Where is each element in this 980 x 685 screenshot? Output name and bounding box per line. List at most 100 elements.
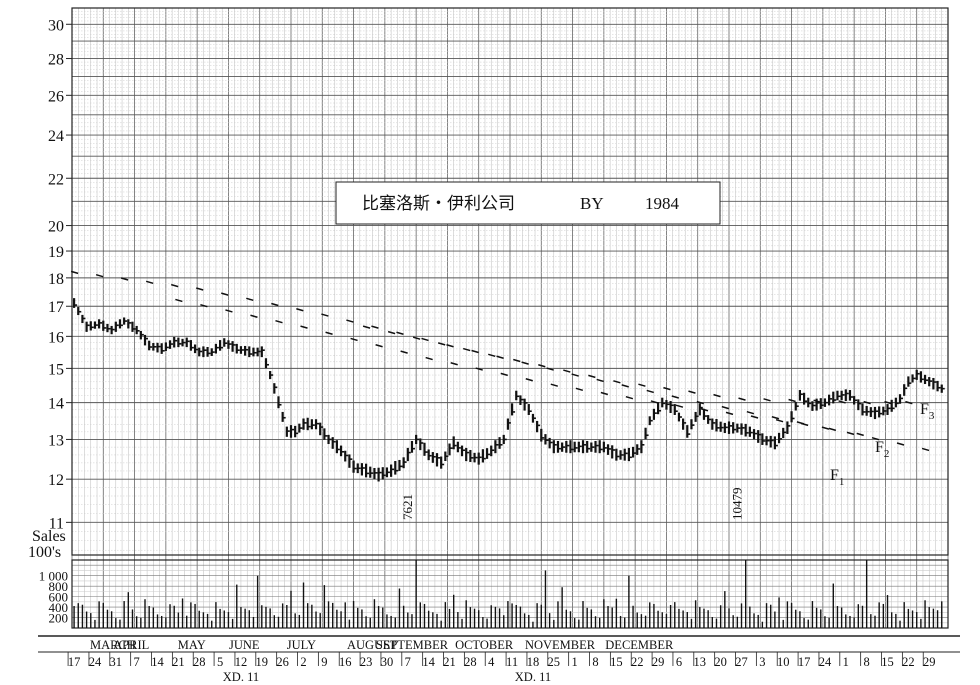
- month-label: AUGUST: [347, 638, 398, 652]
- reference-dash: [775, 418, 784, 423]
- reference-dash: [750, 415, 759, 419]
- price-bar: [214, 343, 219, 354]
- price-bar: [498, 437, 503, 449]
- reference-dash: [596, 378, 604, 383]
- price-bar: [431, 452, 436, 463]
- price-bar: [173, 336, 178, 348]
- reference-line-label: F2: [875, 439, 889, 460]
- price-bar: [531, 413, 536, 423]
- price-bar: [761, 433, 766, 445]
- price-bar: [218, 340, 224, 351]
- week-label: 15: [610, 655, 623, 669]
- reference-line-label: F3: [920, 401, 935, 422]
- reference-dash: [550, 383, 559, 387]
- price-bar: [143, 334, 148, 346]
- reference-dash: [412, 336, 421, 340]
- reference-dash: [746, 410, 755, 415]
- price-bar: [757, 430, 762, 443]
- price-bar: [707, 415, 712, 424]
- price-bar: [615, 448, 620, 461]
- reference-dash: [350, 337, 358, 342]
- price-bar: [502, 434, 507, 445]
- price-bar: [127, 319, 132, 329]
- reference-dash: [800, 422, 809, 427]
- reference-dash: [371, 325, 379, 329]
- week-label: 14: [151, 655, 164, 669]
- reference-dash: [475, 367, 483, 371]
- price-bar: [164, 342, 169, 351]
- week-label: 1: [572, 655, 578, 669]
- reference-dash: [375, 344, 383, 348]
- price-bar: [932, 377, 937, 390]
- week-label: 19: [256, 655, 269, 669]
- reference-dash: [871, 436, 880, 441]
- price-bar: [485, 448, 491, 459]
- price-bar: [844, 389, 849, 402]
- reference-dash: [246, 297, 254, 302]
- price-bar: [536, 420, 541, 433]
- price-bar: [823, 398, 828, 407]
- reference-dash: [346, 319, 354, 323]
- dividend-mark: XD. 11: [223, 670, 259, 684]
- reference-dash: [721, 405, 730, 410]
- price-bar: [694, 411, 699, 422]
- reference-dash: [863, 400, 871, 405]
- price-bar: [765, 436, 770, 446]
- price-tick-label: 14: [48, 396, 64, 413]
- reference-dash: [621, 384, 629, 388]
- price-bar: [394, 461, 399, 475]
- week-label: 26: [276, 655, 289, 669]
- price-bar: [319, 422, 324, 436]
- reference-dash: [450, 362, 458, 366]
- price-bar: [886, 404, 891, 415]
- reference-dash: [575, 387, 584, 392]
- price-bar: [152, 343, 157, 351]
- month-label: NOVEMBER: [525, 638, 596, 652]
- week-label: 18: [527, 655, 540, 669]
- price-bar: [673, 404, 678, 415]
- price-bar: [210, 348, 215, 356]
- reference-dash: [713, 393, 721, 398]
- week-label: 22: [902, 655, 915, 669]
- price-bar: [123, 317, 128, 325]
- price-bar: [198, 347, 203, 357]
- price-bar: [702, 408, 707, 420]
- reference-dash: [396, 331, 404, 335]
- price-bar: [114, 321, 119, 332]
- price-bar: [573, 441, 578, 453]
- price-bar: [452, 436, 457, 450]
- reference-dash: [563, 369, 571, 373]
- volume-tick-label: 400: [49, 600, 69, 615]
- price-bar: [465, 447, 470, 462]
- price-bar: [903, 384, 908, 396]
- price-bar: [281, 411, 286, 422]
- price-bar: [185, 337, 190, 348]
- week-label: 1: [843, 655, 849, 669]
- week-label: 31: [110, 655, 123, 669]
- price-bar: [294, 425, 299, 438]
- price-bar: [682, 418, 687, 430]
- price-bar: [802, 392, 808, 405]
- price-bar: [561, 442, 566, 452]
- reference-line: [362, 325, 913, 405]
- reference-dash: [437, 342, 446, 346]
- week-label: 2: [300, 655, 306, 669]
- price-bar: [448, 443, 453, 456]
- reference-dash: [221, 292, 229, 296]
- reference-dash: [462, 347, 471, 352]
- price-bar: [853, 396, 858, 405]
- price-bar: [327, 434, 332, 445]
- price-bar: [181, 338, 186, 347]
- price-bar: [832, 391, 837, 404]
- price-bar: [239, 346, 244, 354]
- reference-dash: [200, 303, 208, 308]
- price-bar: [490, 445, 495, 457]
- reference-dash: [525, 378, 533, 382]
- reference-dash: [120, 277, 129, 281]
- price-bar: [348, 454, 353, 468]
- price-bar: [715, 418, 720, 432]
- price-tick-label: 16: [48, 329, 64, 346]
- price-bar: [323, 428, 328, 440]
- price-bar: [890, 399, 895, 412]
